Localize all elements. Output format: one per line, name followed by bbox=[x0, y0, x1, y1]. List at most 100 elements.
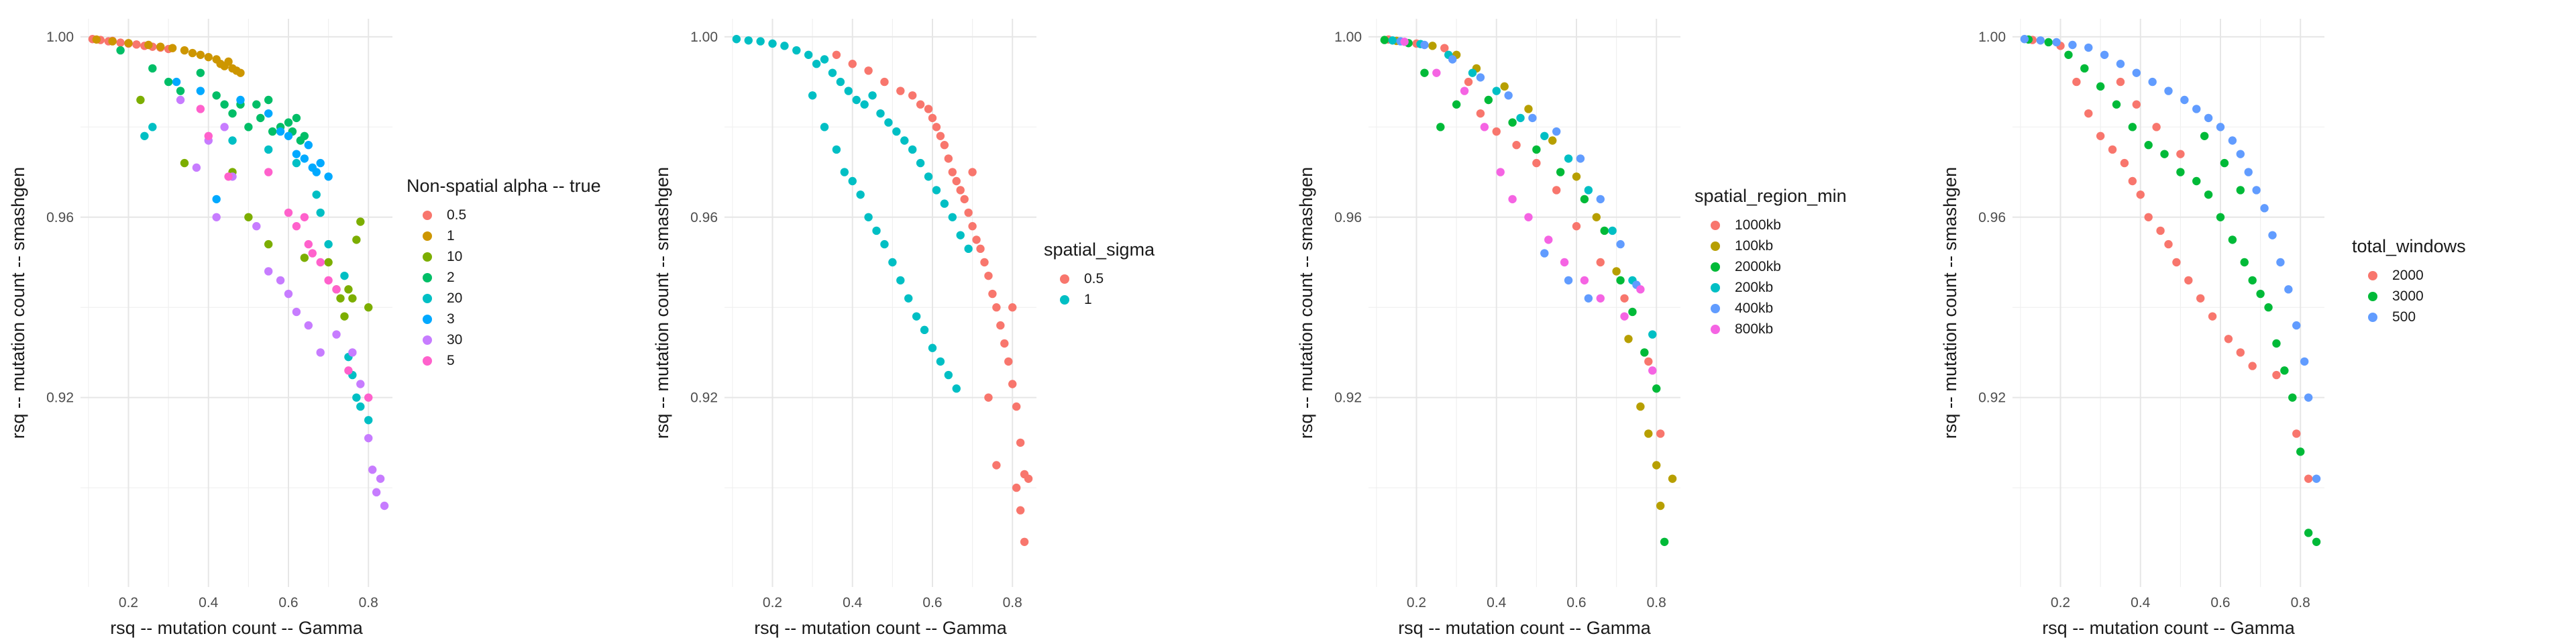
data-point bbox=[900, 136, 909, 145]
data-point bbox=[180, 158, 189, 168]
data-point bbox=[1508, 118, 1517, 127]
data-point bbox=[888, 258, 897, 267]
data-point bbox=[2304, 474, 2313, 483]
data-point bbox=[304, 239, 313, 249]
data-point bbox=[2240, 258, 2249, 267]
legend-item: 3 bbox=[407, 309, 601, 329]
data-point bbox=[744, 36, 753, 45]
legend-item: 400kb bbox=[1695, 298, 1847, 319]
data-point bbox=[896, 87, 905, 95]
data-point bbox=[2068, 40, 2077, 50]
data-point bbox=[372, 488, 381, 497]
data-point bbox=[964, 244, 973, 254]
data-point bbox=[344, 285, 353, 294]
data-point bbox=[156, 42, 165, 51]
legend-label: 2 bbox=[447, 269, 455, 285]
data-point bbox=[964, 208, 973, 217]
data-point bbox=[2272, 370, 2281, 380]
x-tick-label: 0.8 bbox=[2291, 595, 2310, 610]
legend-key-dot bbox=[2368, 291, 2377, 301]
legend-title: spatial_region_min bbox=[1695, 186, 1847, 206]
grid bbox=[724, 19, 1036, 587]
data-point bbox=[856, 190, 865, 199]
data-point bbox=[1660, 537, 1669, 546]
data-point bbox=[2164, 87, 2173, 95]
data-point bbox=[92, 35, 101, 44]
data-point bbox=[864, 213, 873, 221]
data-point bbox=[2296, 447, 2305, 456]
data-point bbox=[860, 100, 869, 109]
data-point bbox=[1496, 168, 1505, 176]
data-point bbox=[1388, 36, 1397, 45]
data-point bbox=[984, 393, 993, 402]
data-point bbox=[1476, 109, 1485, 118]
data-point bbox=[880, 77, 889, 87]
data-point bbox=[2284, 285, 2293, 294]
data-point bbox=[872, 226, 881, 235]
data-point bbox=[1480, 123, 1489, 131]
data-point bbox=[920, 325, 929, 335]
data-point bbox=[840, 168, 849, 176]
legend-title: Non-spatial alpha -- true bbox=[407, 176, 601, 196]
data-point bbox=[300, 254, 309, 262]
legend-label: 20 bbox=[447, 290, 463, 306]
data-point bbox=[264, 267, 273, 276]
data-point bbox=[2096, 82, 2105, 91]
data-points bbox=[1380, 35, 1677, 546]
data-point bbox=[284, 289, 293, 299]
x-axis-title: rsq -- mutation count -- Gamma bbox=[110, 618, 364, 638]
data-point bbox=[168, 44, 177, 52]
data-point bbox=[304, 141, 313, 150]
legend-key-dot bbox=[423, 231, 432, 241]
data-point bbox=[268, 127, 277, 136]
data-point bbox=[136, 95, 145, 105]
scatter-plot: 0.2 0.4 0.6 0.8 0.92 0.96 1.00 rsq -- mutation … bbox=[1296, 19, 1680, 638]
legend-label: 30 bbox=[447, 331, 463, 347]
x-tick-label: 0.8 bbox=[359, 595, 378, 610]
data-point bbox=[2044, 38, 2053, 47]
data-point bbox=[2292, 429, 2301, 438]
data-point bbox=[2264, 303, 2273, 312]
y-tick-label: 0.92 bbox=[690, 390, 718, 406]
data-points bbox=[2020, 35, 2321, 546]
data-point bbox=[324, 239, 333, 249]
data-point bbox=[304, 321, 313, 330]
y-tick-label: 0.92 bbox=[46, 390, 74, 406]
data-point bbox=[1548, 136, 1557, 145]
x-tick-label: 0.4 bbox=[1487, 595, 1507, 610]
data-point bbox=[2064, 50, 2073, 59]
data-point bbox=[1652, 461, 1661, 470]
data-point bbox=[988, 289, 997, 299]
data-point bbox=[1612, 267, 1621, 276]
data-point bbox=[880, 239, 889, 249]
data-point bbox=[148, 64, 157, 73]
data-point bbox=[916, 158, 925, 168]
data-point bbox=[292, 222, 301, 231]
data-point bbox=[948, 168, 957, 176]
data-point bbox=[828, 68, 837, 77]
data-point bbox=[956, 231, 965, 239]
data-point bbox=[732, 35, 741, 44]
data-point bbox=[196, 50, 205, 59]
data-point bbox=[228, 136, 237, 145]
data-point bbox=[844, 87, 853, 95]
legend-label: 3000 bbox=[2392, 288, 2424, 304]
data-point bbox=[196, 105, 205, 113]
data-point bbox=[1532, 145, 1541, 154]
data-point bbox=[336, 294, 345, 303]
data-point bbox=[1648, 330, 1657, 339]
data-point bbox=[2280, 366, 2289, 375]
data-point bbox=[2180, 95, 2189, 105]
data-point bbox=[2144, 141, 2153, 150]
data-point bbox=[332, 330, 341, 339]
data-point bbox=[316, 158, 325, 168]
y-axis-title: rsq -- mutation count -- smashgen bbox=[1940, 167, 1960, 439]
data-point bbox=[364, 433, 373, 443]
y-axis-title: rsq -- mutation count -- smashgen bbox=[652, 167, 672, 439]
data-point bbox=[264, 95, 273, 105]
data-point bbox=[1024, 474, 1033, 483]
data-point bbox=[284, 208, 293, 217]
data-point bbox=[944, 370, 953, 380]
legend-key-dot bbox=[423, 356, 432, 366]
data-point bbox=[300, 213, 309, 221]
